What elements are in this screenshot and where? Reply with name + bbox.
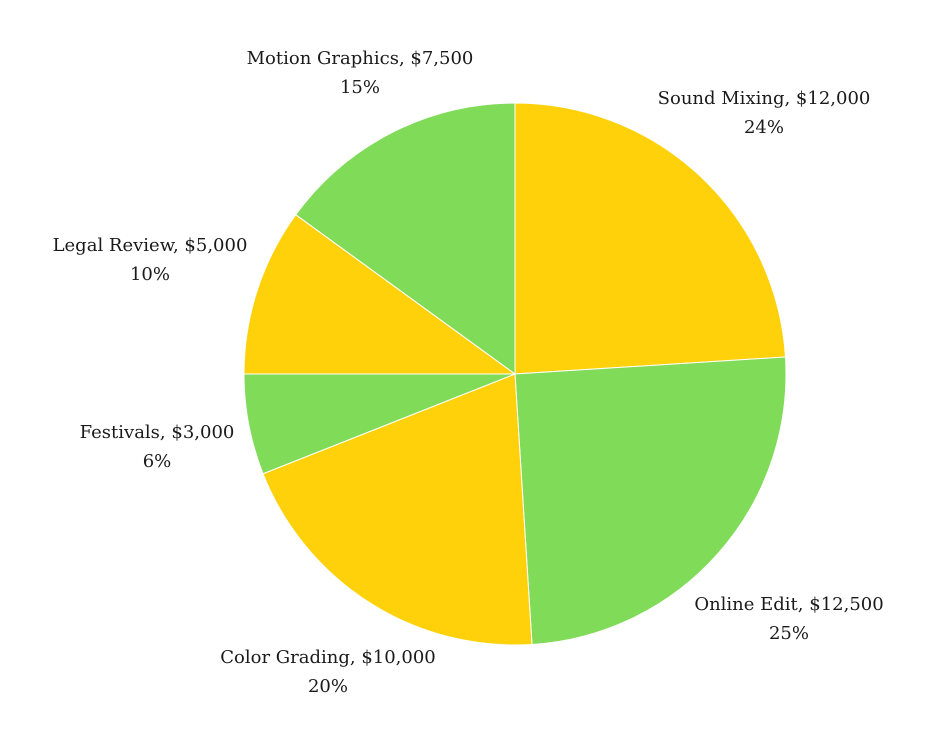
slice-percent-label: 15%	[340, 77, 380, 98]
slice-percent-label: 6%	[143, 451, 172, 472]
slice-label: Motion Graphics, $7,500	[247, 48, 474, 69]
pie-slice-color-grading	[262, 373, 533, 646]
pie-slice-sound-mixing	[514, 102, 787, 375]
slice-percent-label: 24%	[744, 117, 784, 138]
slice-percent-label: 20%	[308, 676, 348, 697]
slice-percent-label: 10%	[130, 264, 170, 285]
slice-label: Legal Review, $5,000	[53, 235, 248, 256]
pie-slice-motion-graphics	[295, 102, 516, 375]
pie-labels: Sound Mixing, $12,000 24% Online Edit, $12…	[53, 48, 884, 697]
slice-percent-label: 25%	[769, 623, 809, 644]
slice-label: Online Edit, $12,500	[694, 594, 883, 615]
slice-label: Sound Mixing, $12,000	[658, 88, 871, 109]
pie-slice-legal-review	[243, 214, 517, 375]
slice-label: Festivals, $3,000	[80, 422, 235, 443]
pie-slices	[243, 102, 787, 646]
slice-label: Color Grading, $10,000	[220, 647, 436, 668]
pie-slice-online-edit	[514, 356, 787, 646]
